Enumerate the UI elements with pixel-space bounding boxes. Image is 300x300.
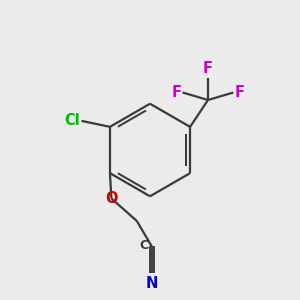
Text: N: N <box>146 276 158 291</box>
Text: F: F <box>171 85 181 100</box>
Text: O: O <box>105 191 118 206</box>
Text: F: F <box>203 61 213 76</box>
Text: F: F <box>235 85 245 100</box>
Text: Cl: Cl <box>64 113 80 128</box>
Text: C: C <box>139 238 148 252</box>
